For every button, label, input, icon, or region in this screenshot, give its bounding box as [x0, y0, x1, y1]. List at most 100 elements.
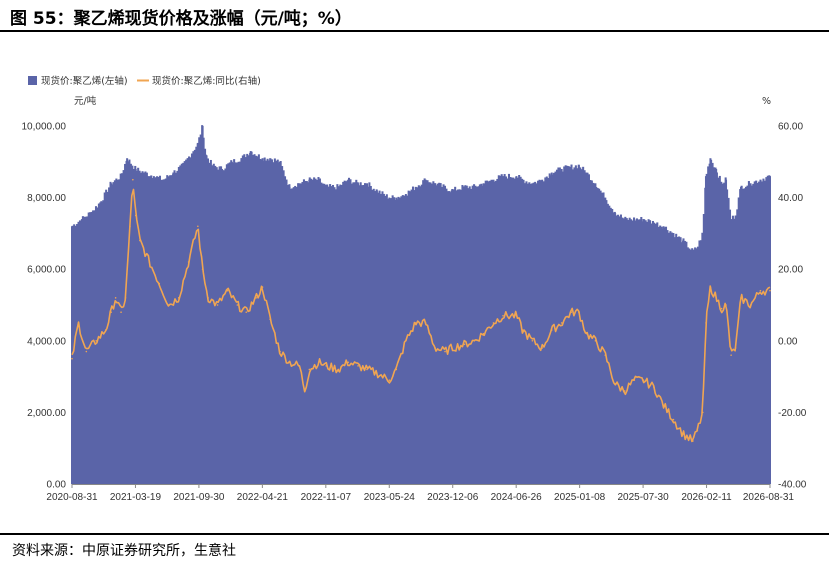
price-bar	[449, 192, 452, 485]
price-bar	[342, 181, 345, 484]
price-bar	[468, 186, 471, 484]
yoy-point	[405, 340, 407, 342]
price-bar	[153, 178, 156, 484]
price-bar	[532, 182, 535, 485]
yoy-point	[662, 404, 665, 407]
price-bar	[134, 165, 137, 484]
left-tick-label: 10,000.00	[22, 122, 67, 133]
price-bar	[446, 191, 449, 484]
price-bar	[90, 214, 93, 484]
price-bar	[275, 160, 278, 484]
yoy-point	[357, 365, 359, 367]
price-bar	[397, 196, 400, 484]
price-bar	[614, 213, 617, 484]
price-bar	[382, 193, 385, 484]
price-bar	[595, 186, 598, 484]
price-bar	[241, 155, 244, 484]
price-bar	[173, 170, 176, 484]
price-bar	[336, 184, 339, 484]
yoy-point	[325, 365, 328, 367]
price-bar	[288, 184, 291, 484]
price-bar	[195, 146, 198, 484]
source-note: 资料来源：中原证券研究所，生意社	[12, 543, 236, 559]
price-bar	[118, 179, 121, 484]
price-bar	[574, 165, 577, 485]
bar-series	[71, 125, 771, 485]
price-bar	[663, 227, 666, 485]
right-tick-label: -20.00	[778, 408, 807, 419]
price-bar	[374, 191, 377, 485]
price-bar	[170, 175, 173, 485]
price-bar	[249, 152, 252, 484]
price-bar	[305, 181, 308, 485]
price-bar	[221, 169, 224, 484]
price-bar	[603, 199, 606, 484]
price-bar	[438, 182, 441, 484]
price-bar	[640, 216, 643, 484]
price-bar	[311, 179, 314, 484]
price-bar	[458, 189, 461, 484]
price-bar	[167, 176, 170, 484]
price-bar	[675, 233, 678, 484]
left-axis-ticks: 0.00 2,000.00 4,000.00 6,000.00 8,000.00 10,0…	[22, 122, 67, 491]
price-bar	[384, 195, 387, 484]
price-bar	[491, 180, 495, 484]
yoy-point	[395, 368, 398, 371]
price-bar	[665, 226, 668, 484]
price-bar	[494, 180, 497, 484]
price-bar	[84, 216, 87, 484]
price-bar	[696, 246, 700, 484]
yoy-point	[134, 214, 137, 217]
price-bar	[506, 178, 509, 484]
price-bar	[334, 189, 337, 485]
price-bar	[385, 194, 388, 484]
yoy-point	[424, 322, 427, 324]
price-bar	[225, 164, 228, 484]
price-bar	[685, 241, 688, 484]
price-bar	[214, 165, 217, 484]
price-bar	[420, 184, 423, 484]
price-bar	[755, 180, 758, 484]
price-bar	[742, 188, 745, 484]
x-tick-label: 2025-07-30	[618, 492, 670, 503]
price-bar	[516, 177, 519, 485]
price-bar	[105, 189, 108, 485]
price-bar	[452, 189, 455, 484]
price-bar	[301, 181, 304, 484]
price-bar	[714, 167, 717, 485]
yoy-point	[245, 311, 248, 313]
right-axis-ticks: -40.00 -20.00 0.00 20.00 40.00 60.00	[778, 122, 807, 491]
yoy-point	[585, 332, 588, 335]
price-bar	[126, 161, 130, 484]
price-bar	[586, 172, 589, 484]
price-bar	[707, 166, 710, 484]
price-bar	[439, 183, 442, 484]
price-bar	[400, 196, 403, 485]
price-bar	[279, 161, 282, 485]
price-bar	[580, 169, 583, 485]
price-bar	[78, 220, 82, 484]
left-tick-label: 0.00	[47, 480, 67, 491]
price-bar	[379, 193, 383, 484]
price-bar	[137, 167, 140, 484]
price-bar	[571, 169, 574, 484]
price-bar	[672, 232, 675, 484]
yoy-point	[308, 368, 311, 371]
price-bar	[486, 180, 489, 484]
price-bar	[260, 159, 263, 484]
price-bar	[321, 183, 324, 485]
price-bar	[83, 216, 86, 485]
price-bar	[475, 186, 479, 484]
price-bar	[80, 221, 83, 484]
yoy-point	[769, 289, 771, 292]
yoy-point	[444, 350, 446, 353]
price-bar	[189, 157, 192, 484]
price-bar	[518, 175, 521, 485]
price-bar	[630, 219, 633, 484]
price-bar	[106, 191, 109, 485]
price-bar	[401, 195, 404, 485]
price-bar	[650, 223, 653, 484]
price-bar	[726, 189, 729, 484]
price-bar	[268, 160, 271, 485]
price-bar	[461, 185, 464, 484]
